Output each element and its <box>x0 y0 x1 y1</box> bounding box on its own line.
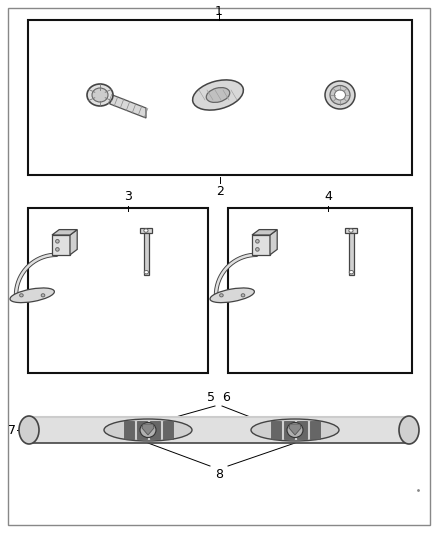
Ellipse shape <box>335 90 346 100</box>
Ellipse shape <box>56 248 59 251</box>
Polygon shape <box>142 424 154 435</box>
Bar <box>149 421 159 439</box>
Polygon shape <box>252 230 277 235</box>
Ellipse shape <box>399 416 419 444</box>
Ellipse shape <box>19 416 39 444</box>
Text: 2: 2 <box>216 185 224 198</box>
Ellipse shape <box>56 239 59 243</box>
Ellipse shape <box>87 84 113 106</box>
Text: 7: 7 <box>8 424 16 437</box>
Text: 3: 3 <box>124 190 132 203</box>
Ellipse shape <box>325 81 355 109</box>
Ellipse shape <box>10 288 54 303</box>
Bar <box>28 208 208 373</box>
Polygon shape <box>140 228 152 233</box>
Ellipse shape <box>251 419 339 441</box>
Ellipse shape <box>256 239 259 243</box>
Text: 8: 8 <box>215 468 223 481</box>
Polygon shape <box>70 230 77 255</box>
Ellipse shape <box>20 294 23 297</box>
Polygon shape <box>144 233 148 274</box>
Bar <box>271 421 280 439</box>
Bar <box>283 421 293 439</box>
Text: 6: 6 <box>222 391 230 404</box>
Polygon shape <box>345 228 357 233</box>
Ellipse shape <box>140 423 156 438</box>
Ellipse shape <box>256 248 259 251</box>
Bar <box>310 421 319 439</box>
Polygon shape <box>52 230 77 235</box>
Ellipse shape <box>193 80 244 110</box>
Text: 4: 4 <box>324 190 332 203</box>
Polygon shape <box>252 235 270 255</box>
Ellipse shape <box>219 294 223 297</box>
Ellipse shape <box>41 294 45 297</box>
Ellipse shape <box>92 88 108 102</box>
Ellipse shape <box>144 229 148 232</box>
Ellipse shape <box>330 85 350 104</box>
Ellipse shape <box>349 229 353 232</box>
Polygon shape <box>289 424 301 435</box>
Bar <box>162 421 173 439</box>
Polygon shape <box>349 233 353 274</box>
Bar <box>137 421 146 439</box>
Bar <box>124 421 134 439</box>
Bar <box>28 20 412 175</box>
Text: 5: 5 <box>207 391 215 404</box>
Polygon shape <box>52 235 70 255</box>
Bar <box>297 421 307 439</box>
Text: 1: 1 <box>215 5 223 18</box>
Ellipse shape <box>104 419 192 441</box>
Ellipse shape <box>349 271 353 274</box>
Polygon shape <box>110 94 146 118</box>
Ellipse shape <box>287 423 303 438</box>
Ellipse shape <box>144 271 148 274</box>
Ellipse shape <box>206 87 230 102</box>
Polygon shape <box>270 230 277 255</box>
Ellipse shape <box>241 294 245 297</box>
Bar <box>29 417 409 443</box>
Bar <box>228 208 412 373</box>
Ellipse shape <box>210 288 254 303</box>
